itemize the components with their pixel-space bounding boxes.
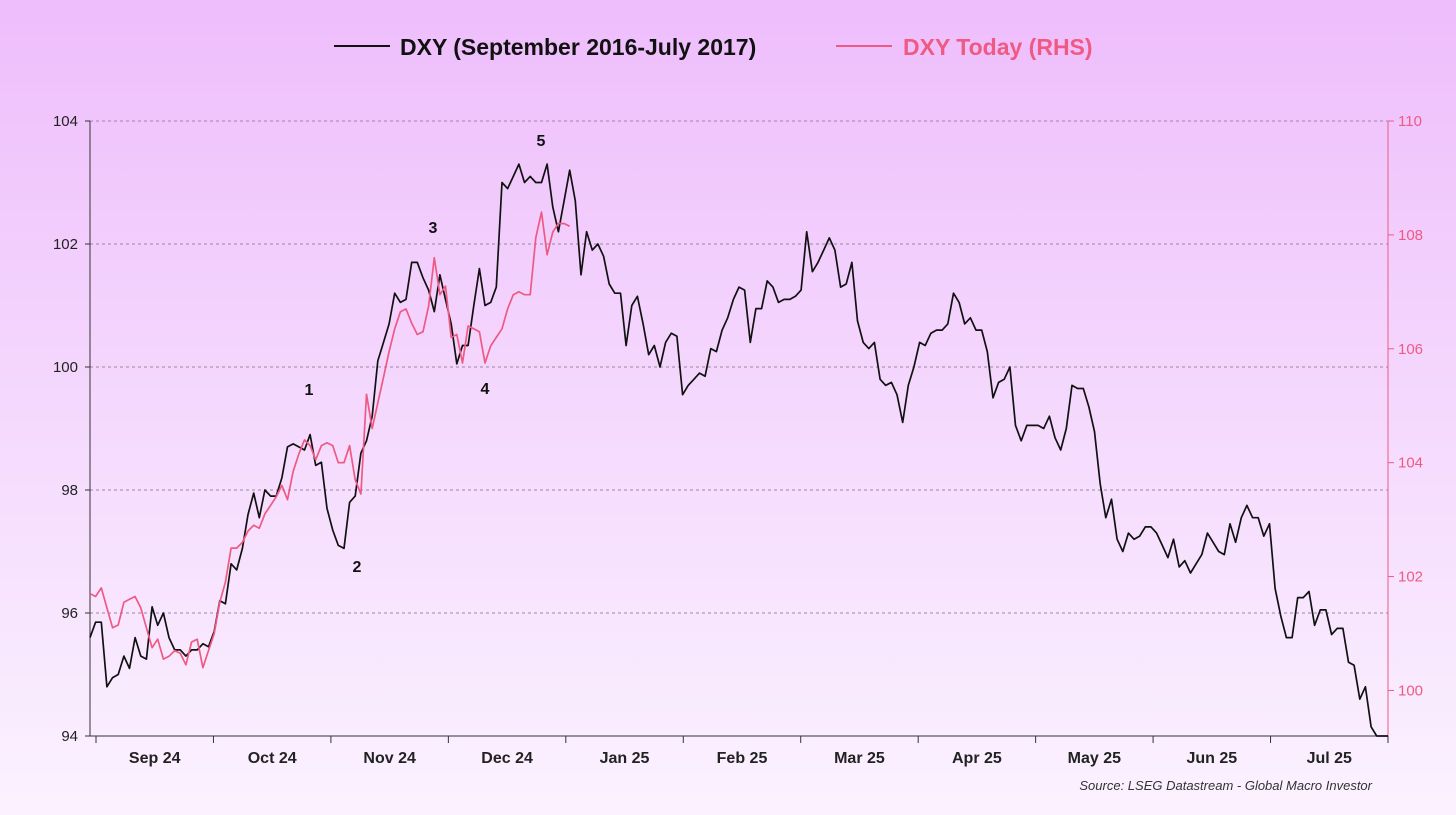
wave-labels: 1 2 3 4 5: [305, 133, 546, 576]
left-tick-label: 96: [61, 605, 78, 622]
right-axis-ticks: 100 102 104 106 108 110: [1388, 113, 1423, 699]
wave-label-3: 3: [429, 220, 438, 237]
gridlines: [90, 120, 1388, 614]
left-tick-label: 100: [53, 359, 78, 376]
right-tick-label: 108: [1398, 227, 1423, 244]
x-tick-label: Jun 25: [1186, 750, 1237, 767]
right-tick-label: 110: [1398, 113, 1422, 130]
wave-label-2: 2: [353, 559, 362, 576]
left-axis-ticks: 94 96 98 100 102 104: [53, 113, 90, 745]
source-note: Source: LSEG Datastream - Global Macro I…: [1079, 778, 1372, 793]
series-line-dxy-2016: [89, 163, 1388, 737]
wave-label-1: 1: [305, 382, 314, 399]
x-axis-ticks: Sep 24 Oct 24 Nov 24 Dec 24 Jan 25 Feb 25 Mar …: [95, 736, 1389, 767]
right-tick-label: 106: [1398, 341, 1423, 358]
legend-label-dxy-2016: DXY (September 2016-July 2017): [400, 34, 756, 60]
left-tick-label: 104: [53, 113, 78, 130]
x-tick-label: Feb 25: [717, 750, 768, 767]
series-line-dxy-today: [89, 211, 571, 669]
wave-label-4: 4: [481, 381, 490, 398]
axes: [89, 121, 1389, 737]
x-tick-label: Sep 24: [129, 750, 181, 767]
x-tick-label: Jan 25: [600, 750, 650, 767]
series-lines: [89, 163, 1388, 737]
left-tick-label: 102: [53, 236, 78, 253]
left-tick-label: 94: [61, 728, 78, 745]
wave-label-5: 5: [537, 133, 546, 150]
right-tick-label: 104: [1398, 455, 1423, 472]
right-tick-label: 102: [1398, 569, 1423, 586]
x-tick-label: Nov 24: [363, 750, 416, 767]
x-tick-label: Oct 24: [248, 750, 297, 767]
x-tick-label: Apr 25: [952, 750, 1002, 767]
x-tick-label: Jul 25: [1307, 750, 1352, 767]
x-tick-label: Mar 25: [834, 750, 885, 767]
x-tick-label: May 25: [1068, 750, 1121, 767]
legend-label-dxy-today: DXY Today (RHS): [903, 34, 1093, 60]
right-tick-label: 100: [1398, 682, 1423, 699]
legend: DXY (September 2016-July 2017) DXY Today…: [334, 34, 1093, 60]
left-tick-label: 98: [61, 482, 78, 499]
x-tick-label: Dec 24: [481, 750, 533, 767]
